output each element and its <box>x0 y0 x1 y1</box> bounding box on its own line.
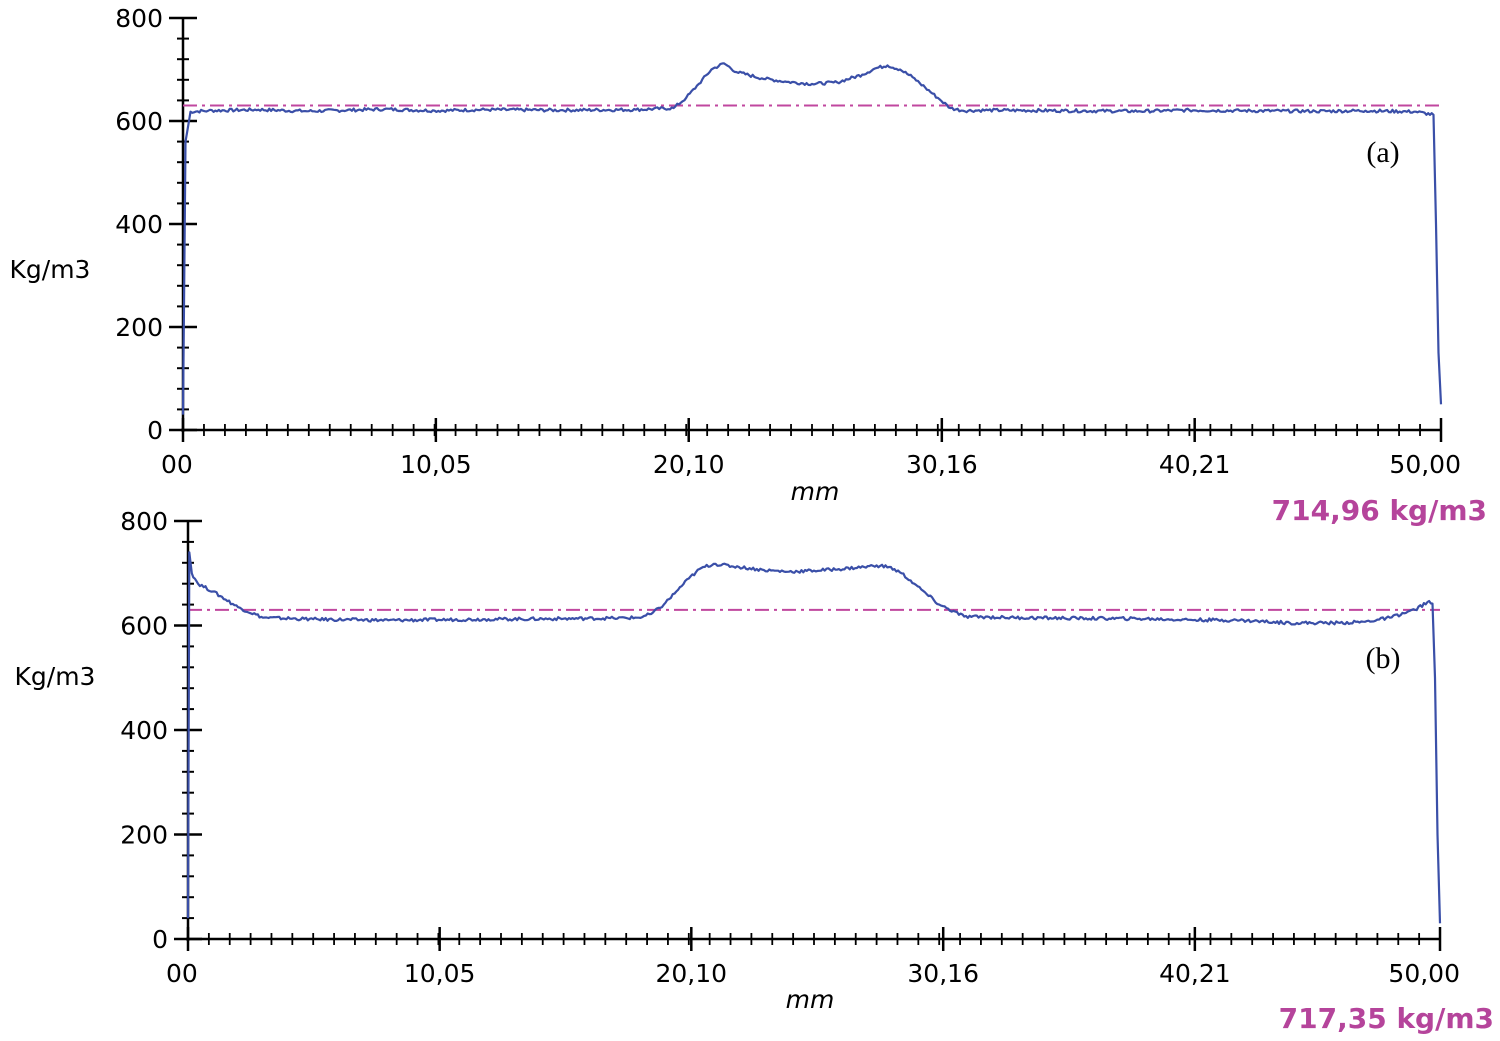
x-axis-title: mm <box>786 985 835 1014</box>
y-tick-label: 0 <box>152 925 168 954</box>
x-tick-label: 50,00 <box>1389 450 1461 479</box>
density-profile-line <box>181 62 1443 415</box>
panel-label: (b) <box>1366 642 1401 675</box>
panel-label: (a) <box>1366 136 1399 169</box>
chart-panel-b: 0 200 400 600 800 00 10,05 20,10 30,16 40,21 50,00… <box>15 507 1494 1035</box>
x-tick-label: 10,05 <box>400 450 472 479</box>
y-tick-label: 0 <box>147 416 163 445</box>
y-tick-label: 400 <box>120 716 168 745</box>
x-tick-label: 40,21 <box>1159 450 1231 479</box>
x-tick-label: 20,10 <box>653 450 725 479</box>
x-axis-title: mm <box>791 477 840 506</box>
x-tick-label: 10,05 <box>404 959 476 988</box>
x-tick-label: 20,10 <box>656 959 728 988</box>
x-tick-label: 30,16 <box>907 959 979 988</box>
density-profile-line <box>186 551 1442 924</box>
x-tick-label: 30,16 <box>906 450 978 479</box>
x-tick-label: 00 <box>166 959 198 988</box>
x-tick-label: 50,00 <box>1388 959 1460 988</box>
y-axis-title: Kg/m3 <box>10 255 91 284</box>
max-density-label: 717,35 kg/m3 <box>1279 1002 1494 1035</box>
x-tick-label: 40,21 <box>1159 959 1231 988</box>
y-tick-label: 800 <box>115 4 163 33</box>
y-tick-label: 200 <box>115 313 163 342</box>
y-axis-title: Kg/m3 <box>15 662 96 691</box>
y-tick-label: 800 <box>120 507 168 536</box>
max-density-label: 714,96 kg/m3 <box>1272 494 1487 527</box>
x-tick-label: 00 <box>161 450 193 479</box>
y-tick-label: 600 <box>120 612 168 641</box>
chart-panel-a: 0 200 400 600 800 00 10,05 20,10 30,16 40,21 50,00… <box>10 4 1487 527</box>
y-tick-label: 600 <box>115 107 163 136</box>
y-tick-label: 200 <box>120 821 168 850</box>
y-tick-label: 400 <box>115 210 163 239</box>
